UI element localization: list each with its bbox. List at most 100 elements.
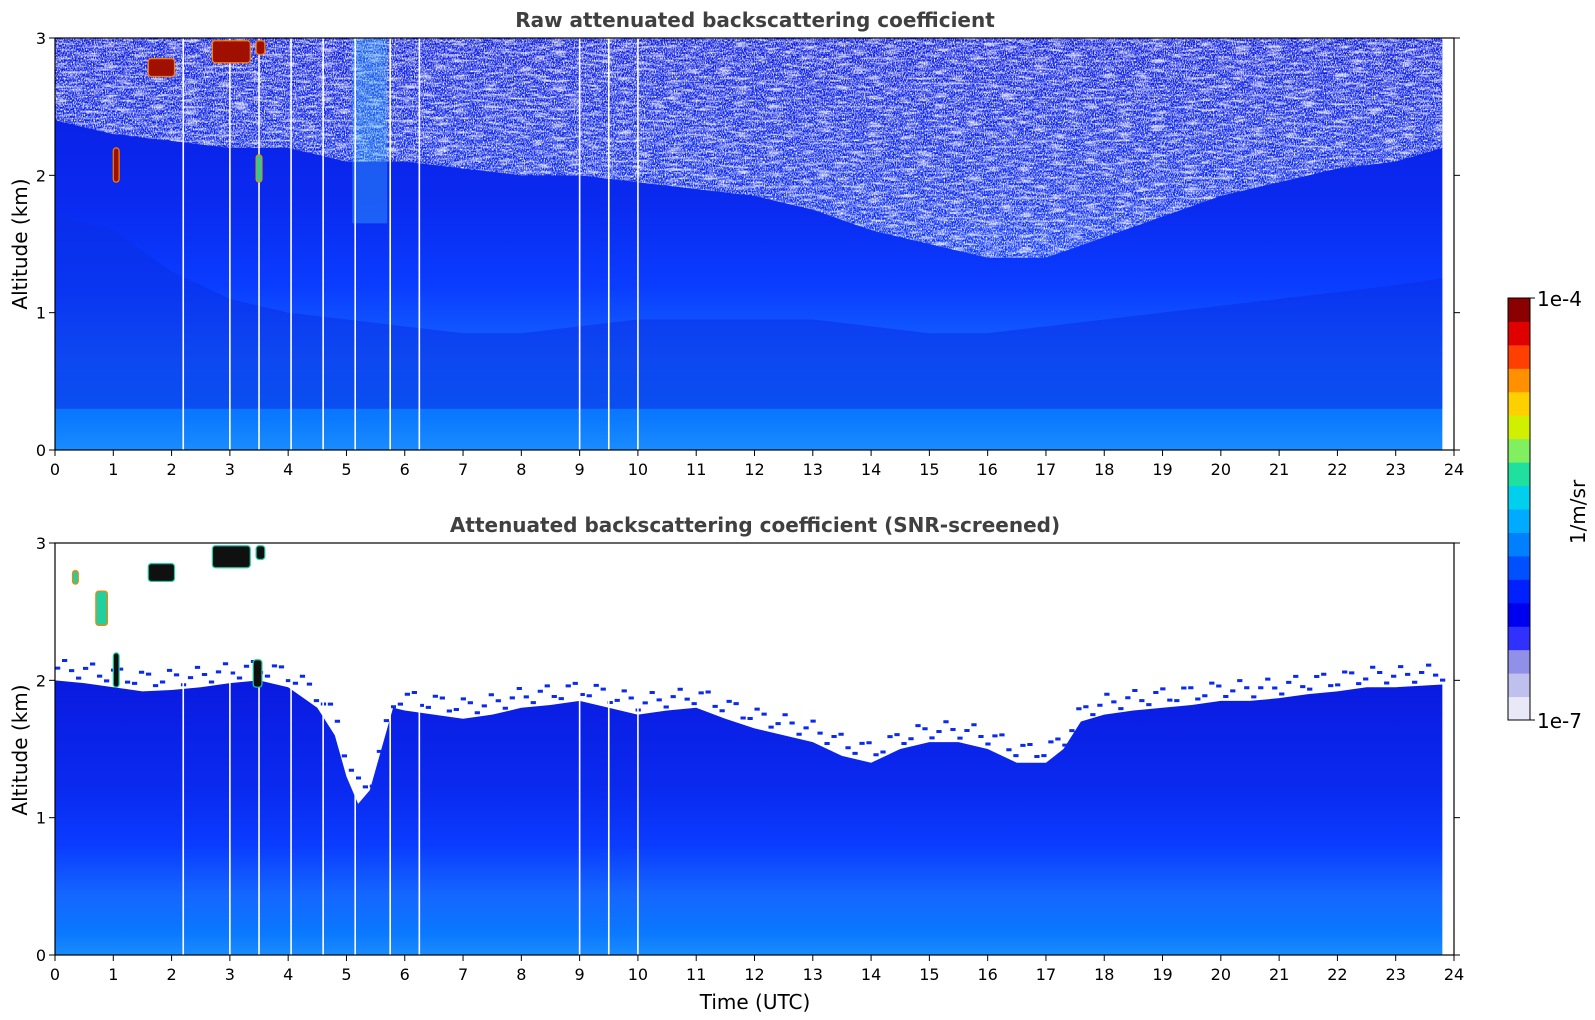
raw-backscatter-heatmap bbox=[55, 38, 1443, 450]
x-tick-label: 19 bbox=[1152, 965, 1172, 984]
cloud-patch bbox=[71, 569, 79, 585]
data-gap-line bbox=[229, 38, 231, 450]
data-gap-line bbox=[389, 38, 391, 450]
data-gap-line bbox=[637, 38, 639, 450]
data-gap-line bbox=[418, 543, 421, 955]
colorbar-cell bbox=[1508, 626, 1530, 651]
raw-panel-title: Raw attenuated backscattering coefficien… bbox=[515, 8, 995, 32]
x-tick-label: 20 bbox=[1211, 460, 1231, 479]
colorbar-max-label: 1e-4 bbox=[1537, 287, 1582, 311]
screened-signal-field bbox=[55, 680, 1443, 955]
x-tick-label: 9 bbox=[575, 460, 585, 479]
colorbar-cell bbox=[1508, 485, 1530, 510]
colorbar-cell bbox=[1508, 438, 1530, 463]
colorbar-cell bbox=[1508, 368, 1530, 393]
data-gap-line bbox=[389, 543, 391, 955]
colorbar-cell bbox=[1508, 298, 1530, 322]
x-tick-label: 24 bbox=[1444, 460, 1464, 479]
data-gap-line bbox=[418, 38, 421, 450]
y-tick-label: 0 bbox=[36, 441, 46, 460]
colorbar-cell bbox=[1508, 462, 1530, 487]
screened-y-axis: 0 1 2 3 bbox=[36, 534, 1460, 965]
x-tick-label: 12 bbox=[744, 460, 764, 479]
data-gap-line bbox=[229, 543, 231, 955]
data-gap-line bbox=[637, 543, 639, 955]
x-tick-label: 21 bbox=[1269, 965, 1289, 984]
colorbar-cell bbox=[1508, 509, 1530, 533]
x-tick-label: 15 bbox=[919, 965, 939, 984]
x-tick-label: 2 bbox=[166, 460, 176, 479]
screened-panel-title: Attenuated backscattering coefficient (S… bbox=[450, 513, 1060, 537]
colorbar-cell bbox=[1508, 673, 1530, 698]
y-tick-label: 3 bbox=[36, 534, 46, 553]
raw-y-axis-label: Altitude (km) bbox=[8, 178, 32, 309]
x-tick-label: 23 bbox=[1386, 460, 1406, 479]
x-tick-label: 11 bbox=[686, 460, 706, 479]
cloud-patch bbox=[211, 545, 251, 569]
y-tick-label: 1 bbox=[36, 809, 46, 828]
x-tick-label: 11 bbox=[686, 965, 706, 984]
x-tick-label: 5 bbox=[341, 460, 351, 479]
x-axis-label: Time (UTC) bbox=[699, 990, 811, 1014]
data-gap-line bbox=[607, 543, 610, 955]
data-gap-line bbox=[354, 543, 357, 955]
raw-backscatter-panel: Raw attenuated backscattering coefficien… bbox=[8, 8, 1464, 479]
cloud-patch bbox=[255, 154, 263, 183]
x-tick-label: 20 bbox=[1211, 965, 1231, 984]
y-tick-label: 2 bbox=[36, 166, 46, 185]
x-tick-label: 14 bbox=[861, 965, 881, 984]
x-tick-label: 13 bbox=[803, 965, 823, 984]
cloud-patch bbox=[252, 659, 263, 688]
data-gap-line bbox=[182, 38, 185, 450]
colorbar: 1e-4 1e-7 1/m/sr bbox=[1507, 287, 1590, 733]
x-tick-label: 3 bbox=[225, 965, 235, 984]
x-tick-label: 7 bbox=[458, 460, 468, 479]
x-tick-label: 12 bbox=[744, 965, 764, 984]
x-tick-label: 15 bbox=[919, 460, 939, 479]
x-tick-label: 22 bbox=[1327, 460, 1347, 479]
colorbar-cell bbox=[1508, 579, 1530, 604]
data-gap-line bbox=[322, 543, 324, 955]
screened-backscatter-heatmap bbox=[55, 543, 1446, 955]
colorbar-cell bbox=[1508, 415, 1530, 440]
x-tick-label: 3 bbox=[225, 460, 235, 479]
x-tick-label: 5 bbox=[341, 965, 351, 984]
colorbar-frame bbox=[1507, 297, 1531, 721]
x-tick-label: 13 bbox=[803, 460, 823, 479]
data-gap-line bbox=[607, 38, 610, 450]
x-tick-label: 4 bbox=[283, 965, 293, 984]
data-gap-line bbox=[578, 543, 581, 955]
x-tick-label: 8 bbox=[516, 460, 526, 479]
colorbar-cell bbox=[1508, 602, 1530, 627]
cloud-patch bbox=[211, 40, 251, 64]
data-gap-line bbox=[290, 38, 292, 450]
screened-y-axis-label: Altitude (km) bbox=[8, 684, 32, 815]
data-gap-line bbox=[258, 543, 260, 955]
y-tick-label: 1 bbox=[36, 304, 46, 323]
screened-x-axis: 0 1 2 3 4 5 6 7 8 9 10 11 12 13 14 15 16 17 18 19 20 21 22 23 24 bbox=[50, 955, 1464, 984]
colorbar-cell bbox=[1508, 649, 1530, 674]
x-tick-label: 17 bbox=[1036, 460, 1056, 479]
colorbar-cell bbox=[1508, 391, 1530, 416]
cloud-patch bbox=[255, 545, 266, 561]
colorbar-min-label: 1e-7 bbox=[1537, 709, 1582, 733]
colorbar-cell bbox=[1508, 696, 1530, 721]
y-tick-label: 0 bbox=[36, 946, 46, 965]
x-tick-label: 9 bbox=[575, 965, 585, 984]
data-gap-line bbox=[322, 38, 324, 450]
snr-screened-panel: Attenuated backscattering coefficient (S… bbox=[8, 513, 1464, 1014]
x-tick-label: 18 bbox=[1094, 965, 1114, 984]
x-tick-label: 17 bbox=[1036, 965, 1056, 984]
colorbar-cell bbox=[1508, 321, 1530, 346]
raw-x-axis: 0 1 2 3 4 5 6 7 8 9 10 11 12 13 14 15 16 17 18 19 20 21 22 23 24 bbox=[50, 450, 1464, 479]
data-gap-line bbox=[182, 543, 185, 955]
x-tick-label: 7 bbox=[458, 965, 468, 984]
x-tick-label: 10 bbox=[628, 460, 648, 479]
x-tick-label: 16 bbox=[977, 965, 997, 984]
cloud-patch bbox=[147, 57, 176, 78]
cloud-patch bbox=[255, 40, 266, 56]
colorbar-gradient bbox=[1508, 298, 1530, 721]
x-tick-label: 21 bbox=[1269, 460, 1289, 479]
x-tick-label: 6 bbox=[400, 460, 410, 479]
data-gap-line bbox=[290, 543, 292, 955]
